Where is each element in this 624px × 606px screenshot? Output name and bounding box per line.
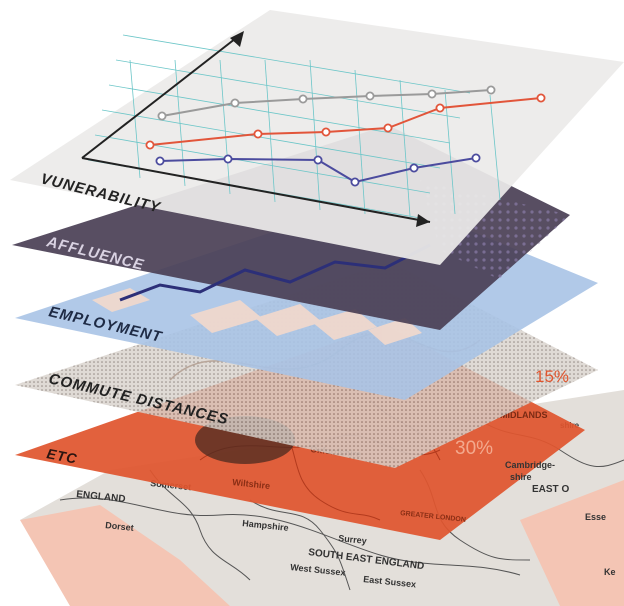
orange-series-point (145, 140, 155, 150)
gray-series-point (486, 85, 496, 95)
county-boundary (249, 499, 351, 591)
map-label-kent: Ke (604, 567, 616, 577)
blue-series-point (471, 153, 481, 163)
blue-series-point (223, 154, 233, 164)
x-axis-arrow-icon (416, 214, 430, 227)
x-axis (81, 157, 431, 223)
employment-bars (92, 288, 422, 345)
percent-label-30: 30% (455, 438, 493, 459)
orange-series-point (321, 127, 331, 137)
county-boundary (59, 497, 521, 576)
gray-series-point (298, 94, 308, 104)
chart-series (145, 85, 546, 187)
map-label-essex: Esse (585, 512, 606, 522)
y-axis (81, 34, 241, 159)
map-label-dorset: Dorset (105, 520, 134, 533)
layer-label-etc: ETC (45, 445, 78, 467)
y-axis-arrow-icon (230, 31, 244, 47)
blue-series-point (409, 163, 419, 173)
gray-series-point (157, 111, 167, 121)
map-label-wiltshire: Wiltshire (232, 477, 271, 491)
blue-series-point (313, 155, 323, 165)
blue-series-point (155, 156, 165, 166)
gray-series-point (427, 89, 437, 99)
orange-series-point (253, 129, 263, 139)
map-label-midlands: MIDLANDS (500, 410, 548, 420)
blue-series-line (159, 157, 477, 184)
orange-series-point (536, 93, 546, 103)
gray-series-line (161, 89, 492, 117)
orange-series-line (149, 97, 542, 146)
bar (312, 309, 377, 340)
gray-series-point (365, 91, 375, 101)
gray-series-point (230, 98, 240, 108)
vunerability-layer: VUNERABILITY (10, 10, 624, 265)
map-label-east: EAST O (532, 484, 569, 495)
map-label-shire: shire (510, 472, 532, 482)
orange-series-point (435, 103, 445, 113)
bar (368, 318, 422, 345)
bar (255, 304, 322, 336)
affluence-trend-line (119, 243, 431, 302)
county-boundary (149, 469, 251, 581)
map-label-surrey: Surrey (338, 533, 367, 546)
blue-series-point (350, 177, 360, 187)
orange-series-point (383, 123, 393, 133)
map-label-hampshire: Hampshire (242, 518, 289, 533)
percent-label-15: 15% (535, 367, 569, 386)
map-label-england: ENGLAND (76, 489, 126, 505)
bar (190, 300, 262, 333)
map-label-cambridge: Cambridge- (505, 460, 555, 470)
